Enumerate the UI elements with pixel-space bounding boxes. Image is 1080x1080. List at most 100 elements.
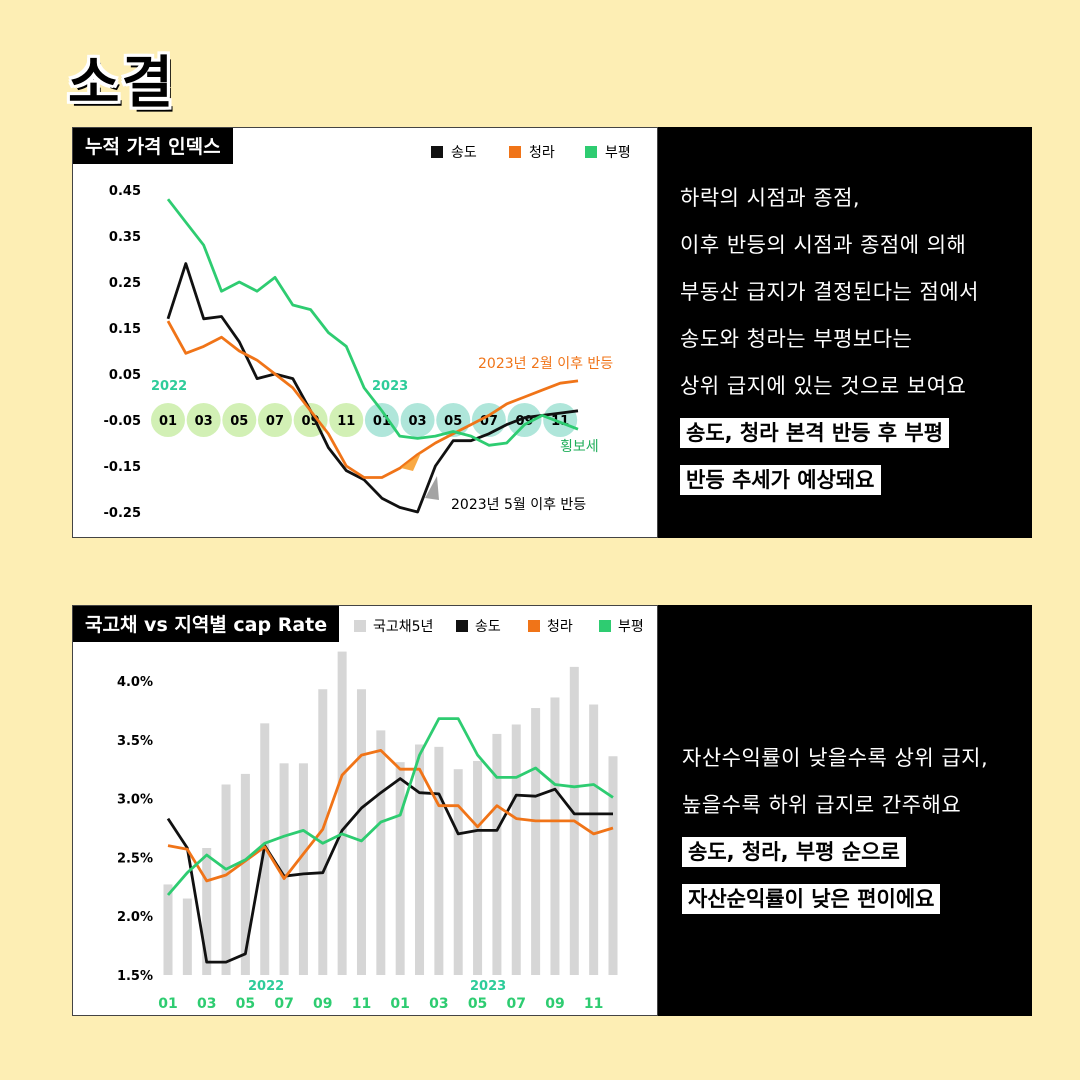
annotation-songdo: 2023년 5월 이후 반등 bbox=[451, 497, 586, 513]
bar-bond bbox=[221, 784, 231, 975]
bar-bond bbox=[395, 762, 405, 975]
legend-label-cheongna: 청라 bbox=[529, 145, 555, 161]
y-tick-label: 0.15 bbox=[109, 322, 141, 337]
year-label-2023: 2023 bbox=[470, 979, 506, 994]
arrow-songdo-rebound bbox=[425, 476, 439, 500]
y-tick-label: 2.5% bbox=[117, 851, 153, 866]
summary-text-box-1: 하락의 시점과 종점, 이후 반등의 시점과 종점에 의해 부동산 급지가 결정… bbox=[658, 127, 1032, 538]
month-marker bbox=[400, 403, 435, 437]
legend-label-songdo: 송도 bbox=[475, 619, 501, 635]
x-tick-label: 03 bbox=[409, 414, 427, 429]
summary-highlight: 송도, 청라, 부평 순으로 bbox=[682, 837, 906, 867]
legend-swatch-cheongna bbox=[528, 620, 540, 632]
x-tick-label: 07 bbox=[507, 996, 526, 1012]
legend-swatch-songdo bbox=[431, 146, 443, 158]
summary-line: 송도와 청라는 부평보다는 bbox=[680, 327, 913, 351]
x-tick-label: 09 bbox=[313, 996, 332, 1012]
bar-bond bbox=[415, 744, 425, 975]
bar-bond bbox=[337, 651, 347, 975]
month-marker bbox=[364, 403, 399, 437]
bar-bond bbox=[473, 760, 483, 975]
x-tick-label: 07 bbox=[274, 996, 293, 1012]
legend-swatch-songdo bbox=[456, 620, 468, 632]
x-tick-label: 05 bbox=[444, 414, 462, 429]
cap-rate-chart-panel: 국고채 vs 지역별 cap Rate 국고채5년 송도 청라 부평 4.0% 3… bbox=[72, 605, 658, 1016]
bar-bond bbox=[531, 708, 541, 975]
month-marker bbox=[507, 403, 542, 437]
bar-bond bbox=[318, 689, 328, 975]
price-index-chart-panel: 누적 가격 인덱스 송도 청라 부평 01 03 05 07 09 11 01 03 05 07 0… bbox=[72, 127, 658, 538]
month-marker bbox=[329, 403, 364, 437]
year-label-2022: 2022 bbox=[248, 979, 284, 994]
y-tick-label: -0.15 bbox=[104, 460, 141, 475]
bar-bond bbox=[492, 733, 502, 975]
y-tick-label: 2.0% bbox=[117, 910, 153, 925]
summary-highlight: 자산순익률이 낮은 편이에요 bbox=[682, 884, 941, 914]
x-tick-label: 05 bbox=[230, 414, 248, 429]
legend-label-bond: 국고채5년 bbox=[373, 619, 433, 635]
summary-highlight: 반등 추세가 예상돼요 bbox=[680, 465, 881, 495]
x-tick-label: 07 bbox=[266, 414, 284, 429]
month-marker bbox=[222, 403, 257, 437]
price-index-chart: 송도 청라 부평 01 03 05 07 09 11 01 03 05 07 09 11 0.450.… bbox=[104, 145, 631, 521]
legend-cap-rate: 국고채5년 송도 청라 부평 bbox=[354, 619, 644, 635]
series-line-cheongna bbox=[166, 320, 579, 479]
y-tick-label: 0.45 bbox=[109, 184, 141, 199]
summary-line: 자산수익률이 낮을수록 상위 급지, bbox=[682, 746, 989, 770]
series-line-songdo bbox=[166, 777, 613, 964]
legend-swatch-bond bbox=[354, 620, 366, 632]
year-label-2022: 2022 bbox=[151, 379, 187, 394]
legend-label-bupyeong: 부평 bbox=[605, 145, 631, 161]
x-tick-label: 11 bbox=[337, 414, 355, 429]
y-tick-label: 0.35 bbox=[109, 230, 141, 245]
y-tick-label: -0.05 bbox=[104, 414, 141, 429]
x-tick-label: 01 bbox=[390, 996, 409, 1012]
bar-bond bbox=[356, 689, 366, 975]
legend-price-index: 송도 청라 부평 bbox=[431, 145, 631, 161]
annotation-bupyeong: 횡보세 bbox=[560, 439, 599, 455]
year-label-2023: 2023 bbox=[372, 379, 408, 394]
month-marker bbox=[186, 403, 221, 437]
series-line-bupyeong bbox=[166, 198, 579, 447]
x-tick-label: 03 bbox=[195, 414, 213, 429]
summary-line: 이후 반등의 시점과 종점에 의해 bbox=[680, 233, 967, 257]
legend-label-cheongna: 청라 bbox=[547, 619, 573, 635]
x-tick-label: 05 bbox=[468, 996, 487, 1012]
y-tick-label: 3.0% bbox=[117, 793, 153, 808]
x-tick-label: 11 bbox=[584, 996, 603, 1012]
legend-swatch-bupyeong bbox=[585, 146, 597, 158]
bar-bond bbox=[453, 769, 463, 975]
bar-bond bbox=[589, 704, 599, 975]
y-tick-label: -0.25 bbox=[104, 506, 141, 521]
cap-rate-chart: 국고채5년 송도 청라 부평 4.0%3.5%3.0%2.5%2.0%1.5% … bbox=[117, 619, 644, 1012]
bar-bond bbox=[298, 763, 308, 975]
y-tick-label: 0.25 bbox=[109, 276, 141, 291]
series-line-cheongna bbox=[167, 748, 614, 883]
x-tick-label: 03 bbox=[197, 996, 216, 1012]
y-tick-label: 3.5% bbox=[117, 734, 153, 749]
chart-title-cap-rate: 국고채 vs 지역별 cap Rate bbox=[73, 606, 340, 642]
summary-line: 하락의 시점과 종점, bbox=[680, 186, 861, 210]
bar-bond bbox=[163, 884, 173, 975]
bar-bond bbox=[240, 773, 250, 975]
legend-swatch-cheongna bbox=[509, 146, 521, 158]
bar-bond bbox=[608, 756, 618, 975]
page-title: 소결 bbox=[68, 51, 176, 116]
legend-swatch-bupyeong bbox=[599, 620, 611, 632]
summary-line: 상위 급지에 있는 것으로 보여요 bbox=[680, 374, 967, 398]
x-tick-label: 05 bbox=[236, 996, 255, 1012]
series-line-songdo bbox=[166, 262, 579, 514]
bar-bond bbox=[511, 724, 521, 975]
summary-text-box-2: 자산수익률이 낮을수록 상위 급지, 높을수록 하위 급지로 간주해요 송도, … bbox=[658, 605, 1032, 1016]
annotation-cheongna: 2023년 2월 이후 반등 bbox=[478, 356, 613, 372]
series-line-bupyeong bbox=[166, 717, 614, 896]
legend-label-bupyeong: 부평 bbox=[618, 619, 644, 635]
bar-bond bbox=[550, 697, 560, 975]
summary-highlight: 송도, 청라 본격 반등 후 부평 bbox=[680, 418, 950, 448]
x-tick-label: 09 bbox=[545, 996, 564, 1012]
legend-label-songdo: 송도 bbox=[451, 145, 477, 161]
x-tick-label: 01 bbox=[158, 996, 177, 1012]
x-tick-label: 11 bbox=[352, 996, 371, 1012]
bar-bond bbox=[202, 847, 212, 975]
bar-bond bbox=[434, 746, 444, 975]
